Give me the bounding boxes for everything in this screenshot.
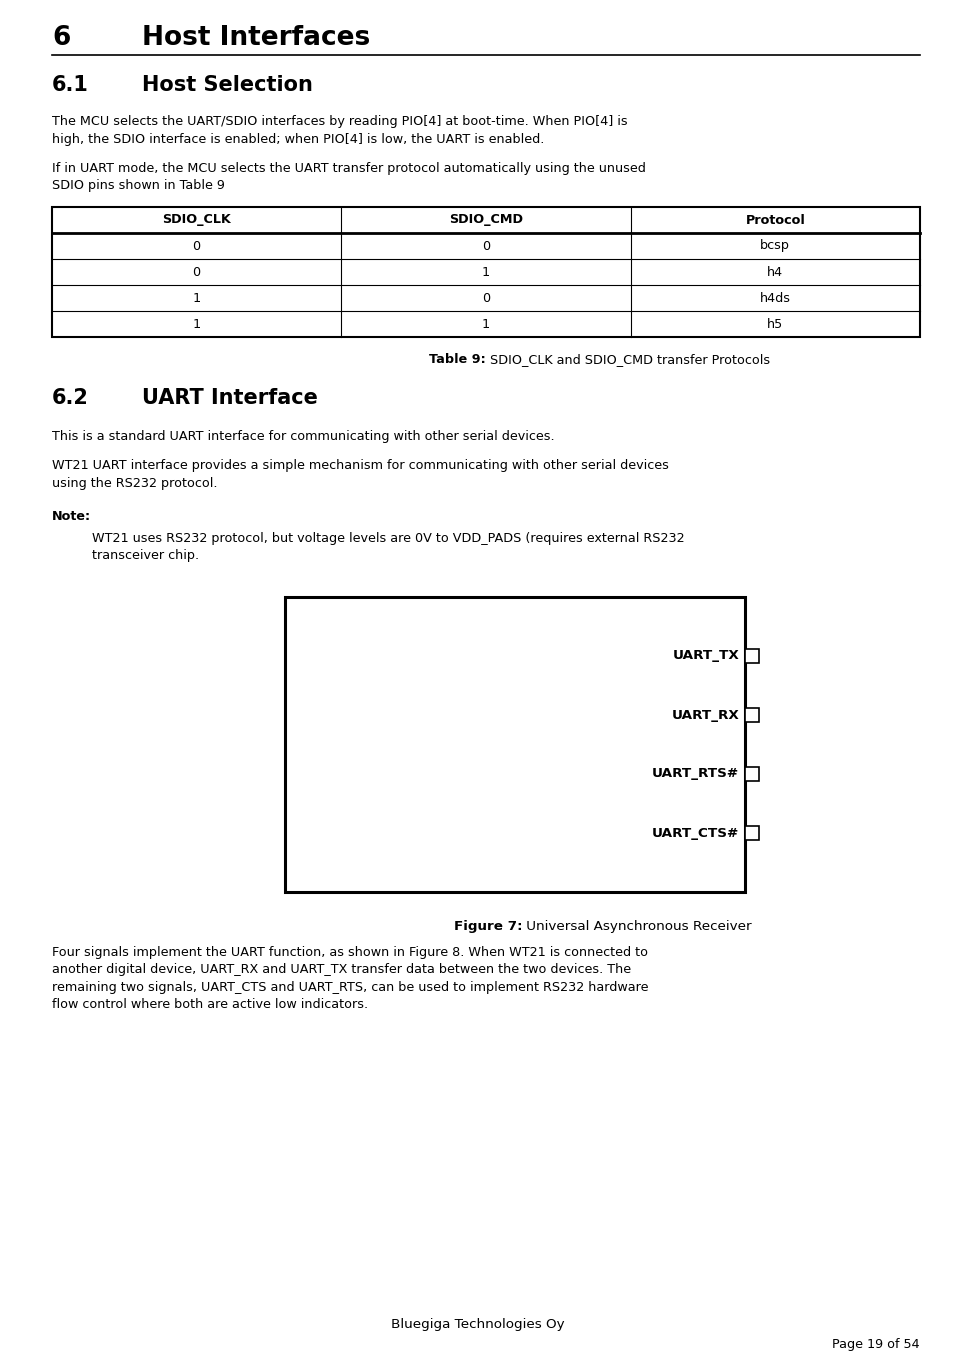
Bar	[745, 827, 759, 840]
Text: high, the SDIO interface is enabled; when PIO[4] is low, the UART is enabled.: high, the SDIO interface is enabled; whe…	[52, 133, 544, 145]
Text: UART_CTS#: UART_CTS#	[651, 827, 739, 840]
Text: Figure 7:: Figure 7:	[454, 920, 522, 934]
Text: 0: 0	[482, 291, 490, 305]
Text: h4: h4	[767, 266, 783, 279]
Text: UART Interface: UART Interface	[142, 388, 318, 408]
Text: transceiver chip.: transceiver chip.	[92, 550, 200, 562]
Text: The MCU selects the UART/SDIO interfaces by reading PIO[4] at boot-time. When PI: The MCU selects the UART/SDIO interfaces…	[52, 115, 627, 127]
Text: UART_RX: UART_RX	[671, 709, 739, 721]
Text: bcsp: bcsp	[760, 240, 791, 252]
Text: WT21 UART interface provides a simple mechanism for communicating with other ser: WT21 UART interface provides a simple me…	[52, 459, 668, 473]
Bar	[745, 649, 759, 663]
Text: 1: 1	[482, 317, 490, 331]
Text: another digital device, UART_RX and UART_TX transfer data between the two device: another digital device, UART_RX and UART…	[52, 963, 631, 977]
Text: Protocol: Protocol	[746, 214, 805, 226]
Bar	[745, 709, 759, 722]
Text: remaining two signals, UART_CTS and UART_RTS, can be used to implement RS232 har: remaining two signals, UART_CTS and UART…	[52, 981, 648, 995]
Text: Host Interfaces: Host Interfaces	[142, 24, 371, 51]
Bar	[285, 598, 745, 892]
Text: Note:: Note:	[52, 511, 91, 523]
Text: Page 19 of 54: Page 19 of 54	[833, 1337, 920, 1351]
Text: Host Selection: Host Selection	[142, 75, 313, 95]
Text: SDIO_CLK: SDIO_CLK	[162, 214, 231, 226]
Text: 1: 1	[193, 317, 201, 331]
Text: 0: 0	[193, 266, 201, 279]
Text: h5: h5	[767, 317, 783, 331]
Text: using the RS232 protocol.: using the RS232 protocol.	[52, 477, 218, 491]
Text: If in UART mode, the MCU selects the UART transfer protocol automatically using : If in UART mode, the MCU selects the UAR…	[52, 163, 646, 175]
Text: 6.1: 6.1	[52, 75, 89, 95]
Text: UART_RTS#: UART_RTS#	[652, 767, 739, 780]
Text: SDIO pins shown in Table 9: SDIO pins shown in Table 9	[52, 179, 224, 192]
Text: UART_TX: UART_TX	[672, 649, 739, 663]
Text: WT21 uses RS232 protocol, but voltage levels are 0V to VDD_PADS (requires extern: WT21 uses RS232 protocol, but voltage le…	[92, 533, 685, 545]
Text: h4ds: h4ds	[760, 291, 791, 305]
Text: SDIO_CLK and SDIO_CMD transfer Protocols: SDIO_CLK and SDIO_CMD transfer Protocols	[486, 354, 770, 366]
Text: Table 9:: Table 9:	[429, 354, 486, 366]
Text: 0: 0	[482, 240, 490, 252]
Bar	[52, 207, 920, 337]
Text: Four signals implement the UART function, as shown in Figure 8. When WT21 is con: Four signals implement the UART function…	[52, 946, 648, 959]
Text: flow control where both are active low indicators.: flow control where both are active low i…	[52, 999, 368, 1011]
Bar	[745, 767, 759, 780]
Text: SDIO_CMD: SDIO_CMD	[449, 214, 523, 226]
Text: 1: 1	[482, 266, 490, 279]
Text: 1: 1	[193, 291, 201, 305]
Text: 0: 0	[193, 240, 201, 252]
Text: Bluegiga Technologies Oy: Bluegiga Technologies Oy	[391, 1318, 564, 1331]
Text: Universal Asynchronous Receiver: Universal Asynchronous Receiver	[522, 920, 752, 934]
Text: This is a standard UART interface for communicating with other serial devices.: This is a standard UART interface for co…	[52, 430, 555, 443]
Text: 6.2: 6.2	[52, 388, 89, 408]
Text: 6: 6	[52, 24, 71, 51]
